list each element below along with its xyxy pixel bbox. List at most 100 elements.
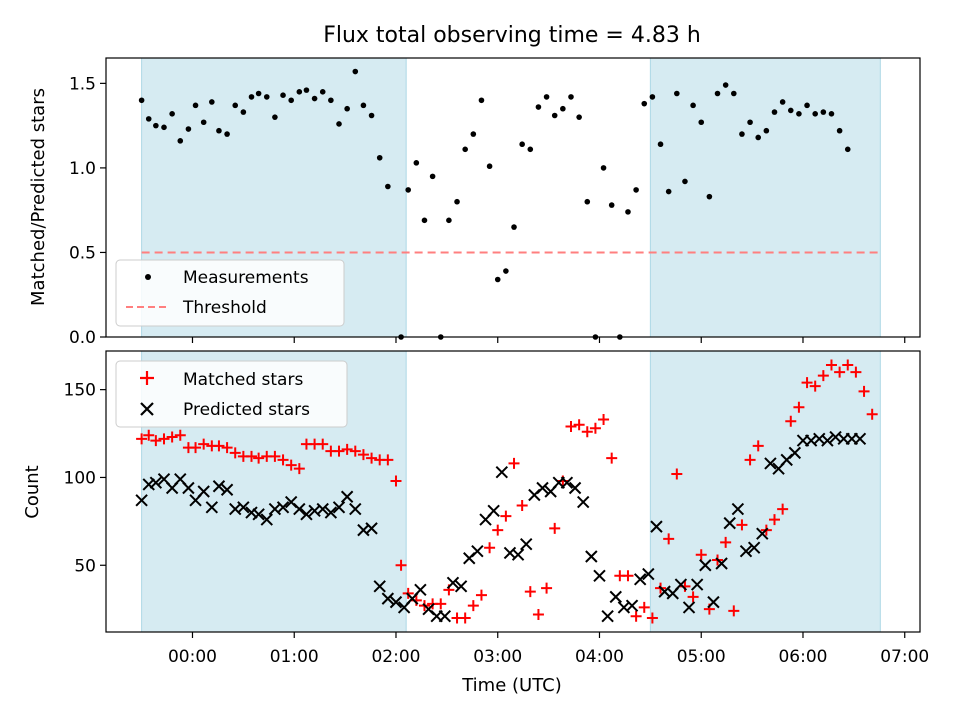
predicted-stars-point xyxy=(220,483,234,496)
x-tick-label: 03:00 xyxy=(473,647,522,667)
legend-marker-measurements xyxy=(145,274,151,280)
predicted-stars-point xyxy=(340,490,354,503)
predicted-stars-point xyxy=(276,501,290,514)
predicted-stars-point xyxy=(414,583,427,597)
matched-stars-point xyxy=(253,452,265,464)
matched-stars-point xyxy=(366,452,378,464)
matched-stars-point xyxy=(395,559,407,571)
y-tick-label: 100 xyxy=(64,468,96,488)
matched-stars-point xyxy=(390,475,402,487)
measurements-point xyxy=(462,146,468,153)
measurements-point xyxy=(608,202,615,208)
matched-stars-point xyxy=(646,612,658,624)
y-tick-label: 1.5 xyxy=(69,74,96,94)
matched-stars-point xyxy=(598,413,610,425)
predicted-stars-point xyxy=(365,522,378,535)
x-tick-label: 05:00 xyxy=(677,647,726,667)
matched-stars-point xyxy=(158,433,170,445)
measurements-point xyxy=(633,187,639,193)
measurements-point xyxy=(138,97,145,104)
measurements-point xyxy=(454,198,460,205)
matched-stars-point xyxy=(549,522,561,534)
measurements-point xyxy=(722,82,729,88)
measurements-point xyxy=(311,95,318,102)
predicted-stars-point xyxy=(707,595,720,609)
predicted-stars-point xyxy=(149,476,163,489)
matched-stars-point xyxy=(459,612,471,624)
measurements-point xyxy=(319,89,326,95)
predicted-stars-point xyxy=(245,506,258,519)
predicted-stars-point xyxy=(650,520,663,533)
measurements-point xyxy=(446,217,452,224)
measurements-point xyxy=(224,131,230,137)
measurements-point xyxy=(200,119,207,126)
predicted-stars-point xyxy=(237,501,250,514)
measurements-point xyxy=(836,127,843,134)
measurements-point xyxy=(519,141,525,148)
legend-label-predicted-stars: Predicted stars xyxy=(183,400,310,420)
matched-stars-point xyxy=(221,442,233,454)
matched-stars-point xyxy=(166,431,178,443)
bottom-panel-axes: 50 100 150 00:00 01:00 02:00 03:00 04:00 05:00 06… xyxy=(64,381,930,667)
predicted-stars-point xyxy=(601,609,614,623)
matched-stars-point xyxy=(736,519,748,531)
measurements-point xyxy=(263,94,270,100)
measurements-point xyxy=(511,224,517,230)
matched-stars-point xyxy=(532,608,544,620)
measurements-point xyxy=(796,111,802,117)
x-tick-label: 01:00 xyxy=(270,647,319,667)
measurements-point xyxy=(649,94,656,100)
legend-marker-predicted-stars xyxy=(140,402,154,416)
matched-stars-point xyxy=(858,385,870,397)
matched-stars-point xyxy=(663,533,675,545)
x-tick-label: 00:00 xyxy=(168,647,217,667)
predicted-stars-point xyxy=(690,578,704,591)
predicted-stars-point xyxy=(520,537,533,551)
measurements-point xyxy=(674,90,680,97)
measurements-point xyxy=(385,183,391,190)
bottom-panel-y-axis-label: Count xyxy=(22,465,43,518)
measurements-point xyxy=(682,178,688,185)
measurements-point xyxy=(478,97,485,104)
matched-stars-point xyxy=(834,366,846,378)
observing-interval-2 xyxy=(650,351,881,632)
matched-stars-point xyxy=(174,429,186,441)
predicted-stars-point xyxy=(756,527,769,540)
matched-stars-point xyxy=(333,445,345,457)
matched-stars-point xyxy=(671,468,683,480)
predicted-stars-point xyxy=(381,592,395,605)
measurements-point xyxy=(747,119,753,126)
y-tick-label: 0.0 xyxy=(69,328,96,348)
predicted-stars-point xyxy=(182,481,195,495)
matched-stars-point xyxy=(190,442,202,454)
predicted-stars-point xyxy=(593,569,606,583)
measurements-point xyxy=(352,68,359,75)
top-panel-y-axis-label: Matched/Predicted stars xyxy=(28,88,49,306)
predicted-stars-point xyxy=(438,609,452,623)
predicted-stars-point xyxy=(674,578,688,591)
matched-stars-point xyxy=(475,589,487,601)
matched-stars-point xyxy=(150,435,162,447)
measurements-point xyxy=(413,160,420,166)
predicted-stars-point xyxy=(609,590,622,604)
matched-stars-point xyxy=(573,419,585,431)
measurements-point xyxy=(787,107,794,114)
chart-title: Flux total observing time = 4.83 h xyxy=(323,23,701,48)
measurements-point xyxy=(429,173,436,180)
measurements-point xyxy=(730,90,737,97)
measurements-point xyxy=(240,109,247,115)
predicted-stars-point xyxy=(560,476,574,489)
measurements-point xyxy=(812,111,818,117)
matched-stars-point xyxy=(285,459,297,471)
top-panel-axes: 0.0 0.5 1.0 1.5 xyxy=(69,74,906,348)
predicted-stars-point xyxy=(332,501,346,514)
measurements-point xyxy=(288,97,294,104)
measurements-point xyxy=(665,188,672,195)
measurements-point xyxy=(625,209,631,215)
predicted-stars-point xyxy=(135,494,148,507)
measurements-point xyxy=(470,131,477,137)
measurements-point xyxy=(600,165,607,171)
observing-interval-2 xyxy=(650,58,881,337)
legend-label-threshold: Threshold xyxy=(182,298,267,318)
